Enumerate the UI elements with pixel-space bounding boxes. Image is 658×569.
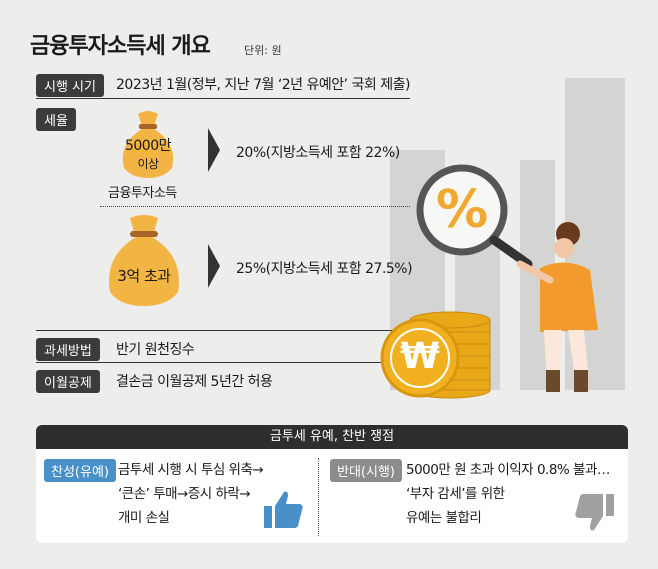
vertical-divider	[318, 458, 319, 536]
debate-title: 금투세 유예, 찬반 쟁점	[36, 425, 628, 449]
page-title: 금융투자소득세 개요	[30, 34, 211, 59]
arrow-right-icon	[208, 244, 220, 288]
dotted-divider	[100, 206, 410, 207]
pro-label: 찬성(유예)	[44, 459, 116, 482]
schedule-text: 2023년 1월(정부, 지난 7월 ‘2년 유예안’ 국회 제출)	[116, 77, 410, 93]
divider	[36, 98, 410, 99]
pro-line: ‘큰손’ 투매→증시 하락→	[118, 486, 251, 502]
con-line: ‘부자 감세’를 위한	[406, 486, 505, 502]
method-label: 과세방법	[36, 338, 100, 361]
bag-label-top: 5000만	[124, 138, 172, 154]
tax-rate-label: 세율	[36, 108, 76, 131]
divider	[36, 330, 410, 331]
con-line: 5000만 원 초과 이익자 0.8% 불과…	[406, 462, 610, 478]
carryover-text: 결손금 이월공제 5년간 허용	[116, 374, 273, 390]
tier2-rate: 25%(지방소득세 포함 27.5%)	[236, 261, 413, 277]
pro-line: 금투세 시행 시 투심 위축→	[118, 462, 264, 478]
unit-note: 단위: 원	[244, 44, 282, 57]
carryover-label: 이월공제	[36, 370, 100, 393]
thumbs-up-icon	[264, 491, 303, 528]
pro-line: 개미 손실	[118, 510, 170, 526]
debate-panel: 금투세 유예, 찬반 쟁점	[36, 425, 628, 543]
thumbs-down-icon	[575, 494, 614, 531]
bag-label: 3억 초과	[117, 267, 171, 285]
tier1-rate: 20%(지방소득세 포함 22%)	[236, 145, 400, 161]
tier1-caption: 금융투자소득	[108, 186, 177, 201]
con-line: 유예는 불합리	[406, 510, 482, 526]
con-label: 반대(시행)	[330, 459, 402, 482]
percent-sign: %	[435, 180, 489, 240]
schedule-label: 시행 시기	[36, 74, 104, 97]
bag-label-bottom: 이상	[137, 157, 159, 171]
magnifier-icon	[416, 164, 533, 269]
divider	[36, 362, 410, 363]
won-symbol: ₩	[400, 336, 440, 377]
arrow-right-icon	[208, 128, 220, 172]
woman-illustration	[516, 222, 598, 392]
method-text: 반기 원천징수	[116, 342, 195, 358]
money-bag-icon	[122, 111, 174, 178]
won-coin-icon	[380, 318, 460, 398]
money-bag-icon	[109, 215, 179, 306]
